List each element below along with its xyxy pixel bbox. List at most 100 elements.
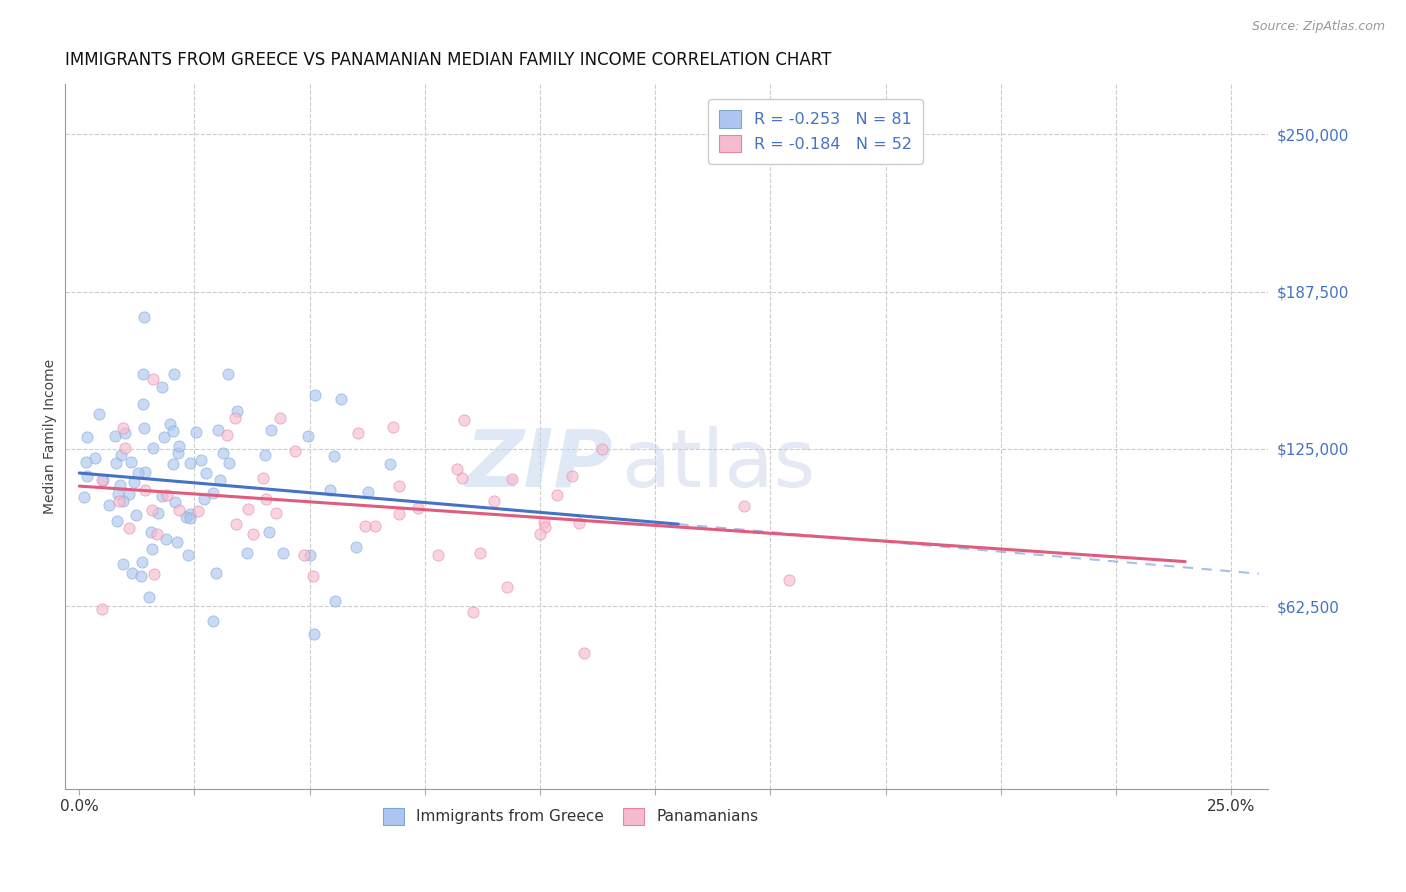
Point bbox=[159, 417, 181, 431]
Point bbox=[120, 455, 142, 469]
Point bbox=[208, 473, 231, 487]
Point bbox=[84, 450, 107, 465]
Point bbox=[184, 425, 207, 439]
Point bbox=[364, 519, 387, 533]
Point bbox=[269, 411, 291, 425]
Point bbox=[112, 494, 135, 508]
Point bbox=[146, 526, 169, 541]
Point bbox=[330, 392, 353, 407]
Point bbox=[87, 407, 110, 421]
Point bbox=[167, 439, 190, 453]
Point bbox=[225, 404, 247, 418]
Point bbox=[238, 502, 260, 516]
Point bbox=[111, 558, 134, 572]
Point bbox=[215, 428, 238, 442]
Point bbox=[304, 388, 326, 402]
Point bbox=[382, 420, 405, 434]
Point bbox=[91, 474, 114, 488]
Point bbox=[150, 380, 173, 394]
Point bbox=[141, 502, 163, 516]
Point bbox=[292, 549, 315, 563]
Point bbox=[108, 494, 131, 508]
Point bbox=[463, 605, 485, 619]
Point bbox=[131, 397, 153, 411]
Point bbox=[529, 527, 551, 541]
Point bbox=[179, 511, 201, 525]
Text: atlas: atlas bbox=[621, 425, 815, 503]
Point bbox=[132, 367, 155, 381]
Point bbox=[139, 524, 162, 539]
Point bbox=[155, 532, 177, 546]
Point bbox=[142, 441, 165, 455]
Point bbox=[193, 491, 215, 506]
Point bbox=[446, 462, 468, 476]
Point bbox=[122, 475, 145, 489]
Point bbox=[271, 546, 294, 560]
Point bbox=[225, 517, 247, 532]
Text: Source: ZipAtlas.com: Source: ZipAtlas.com bbox=[1251, 20, 1385, 33]
Point bbox=[179, 508, 201, 522]
Point bbox=[125, 508, 148, 522]
Point bbox=[323, 594, 346, 608]
Point bbox=[344, 540, 367, 554]
Point bbox=[218, 456, 240, 470]
Point bbox=[574, 646, 596, 660]
Point bbox=[127, 467, 149, 481]
Point bbox=[318, 483, 340, 497]
Point bbox=[143, 566, 166, 581]
Point bbox=[252, 471, 274, 485]
Point bbox=[224, 410, 246, 425]
Point bbox=[132, 420, 155, 434]
Point bbox=[354, 518, 377, 533]
Point bbox=[591, 442, 613, 456]
Point bbox=[501, 472, 523, 486]
Point bbox=[257, 525, 280, 540]
Point bbox=[260, 423, 283, 437]
Point bbox=[378, 457, 401, 471]
Point bbox=[187, 504, 209, 518]
Point bbox=[156, 488, 179, 502]
Point bbox=[450, 470, 472, 484]
Point bbox=[347, 426, 370, 441]
Point bbox=[162, 457, 184, 471]
Point bbox=[202, 614, 225, 628]
Point bbox=[194, 467, 217, 481]
Point bbox=[406, 500, 429, 515]
Point bbox=[134, 465, 156, 479]
Point bbox=[357, 484, 380, 499]
Point bbox=[152, 489, 174, 503]
Point bbox=[163, 367, 186, 381]
Point bbox=[134, 483, 156, 498]
Point bbox=[174, 509, 197, 524]
Point bbox=[104, 456, 127, 470]
Point bbox=[179, 456, 201, 470]
Point bbox=[468, 546, 491, 560]
Point bbox=[264, 506, 287, 520]
Point bbox=[162, 424, 184, 438]
Point bbox=[105, 514, 128, 528]
Point bbox=[118, 521, 141, 535]
Point bbox=[114, 425, 136, 440]
Point bbox=[254, 491, 277, 506]
Y-axis label: Median Family Income: Median Family Income bbox=[44, 359, 58, 514]
Point bbox=[778, 573, 800, 587]
Point bbox=[142, 372, 165, 386]
Point bbox=[299, 548, 322, 562]
Point bbox=[190, 453, 212, 467]
Point bbox=[141, 542, 163, 557]
Point bbox=[75, 455, 97, 469]
Point bbox=[202, 486, 225, 500]
Point bbox=[104, 429, 127, 443]
Point bbox=[302, 627, 325, 641]
Point bbox=[131, 555, 153, 569]
Point bbox=[242, 526, 264, 541]
Point bbox=[254, 448, 277, 462]
Point bbox=[388, 479, 411, 493]
Point bbox=[73, 490, 96, 504]
Point bbox=[212, 445, 235, 459]
Point bbox=[146, 506, 169, 520]
Point bbox=[733, 499, 755, 513]
Point bbox=[453, 413, 475, 427]
Point bbox=[236, 547, 259, 561]
Point bbox=[91, 602, 114, 616]
